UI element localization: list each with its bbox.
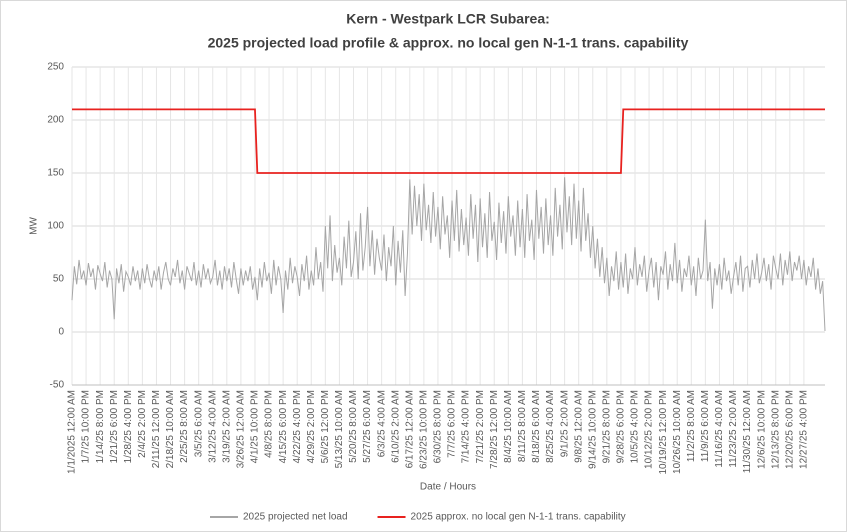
x-tick-label: 12/27/25 4:00 PM	[799, 390, 810, 469]
x-tick-label: 12/6/25 10:00 PM	[756, 390, 767, 469]
x-tick-label: 12/13/25 8:00 PM	[770, 390, 781, 469]
x-tick-label: 11/16/25 4:00 AM	[714, 390, 725, 468]
x-tick-label: 8/11/25 8:00 AM	[517, 390, 528, 462]
y-tick-label: 100	[47, 221, 64, 232]
y-tick-label: 250	[47, 62, 64, 73]
x-tick-label: 10/12/25 2:00 PM	[644, 390, 655, 469]
x-tick-label: 11/30/25 12:00 AM	[742, 390, 753, 473]
x-tick-label: 3/5/25 6:00 AM	[193, 390, 204, 457]
x-tick-label: 5/6/25 12:00 PM	[320, 390, 331, 463]
x-tick-label: 6/10/25 2:00 AM	[390, 390, 401, 463]
x-tick-label: 6/30/25 8:00 PM	[433, 390, 444, 463]
x-tick-label: 1/21/25 6:00 PM	[109, 390, 120, 463]
x-tick-label: 8/25/25 4:00 AM	[545, 390, 556, 463]
x-axis-label: Date / Hours	[420, 482, 476, 493]
x-tick-label: 7/14/25 4:00 PM	[461, 390, 472, 463]
x-tick-label: 4/22/25 4:00 PM	[292, 390, 303, 463]
y-tick-label: -50	[50, 380, 65, 391]
chart-title: 2025 projected load profile & approx. no…	[208, 35, 689, 51]
x-tick-label: 11/23/25 2:00 AM	[728, 390, 739, 468]
series-line	[71, 177, 826, 331]
x-tick-label: 1/28/25 4:00 PM	[123, 390, 134, 463]
x-tick-label: 4/8/25 8:00 PM	[264, 390, 275, 458]
x-tick-label: 12/20/25 6:00 PM	[784, 390, 795, 469]
x-tick-label: 5/27/25 6:00 AM	[362, 390, 373, 463]
y-tick-label: 150	[47, 168, 64, 179]
x-tick-label: 3/26/25 12:00 AM	[236, 390, 247, 468]
x-tick-label: 3/19/25 2:00 AM	[221, 390, 232, 463]
x-tick-label: 1/7/25 10:00 PM	[81, 390, 92, 463]
series-line	[72, 108, 825, 174]
y-tick-label: 200	[47, 115, 64, 126]
y-tick-label: 0	[58, 327, 64, 338]
x-tick-label: 7/21/25 2:00 PM	[475, 390, 486, 463]
x-tick-label: 2/25/25 8:00 AM	[179, 390, 190, 463]
x-tick-label: 6/23/25 10:00 PM	[419, 390, 430, 469]
x-tick-label: 3/12/25 4:00 AM	[207, 390, 218, 463]
x-tick-label: 1/1/2025 12:00 AM	[67, 390, 78, 474]
x-tick-label: 7/28/25 12:00 PM	[489, 390, 500, 469]
legend-label: 2025 projected net load	[243, 512, 348, 523]
x-tick-label: 5/20/25 8:00 AM	[348, 390, 359, 463]
x-tick-label: 10/5/25 4:00 PM	[630, 390, 641, 463]
x-tick-label: 2/11/25 12:00 PM	[151, 390, 162, 468]
x-tick-label: 4/1/25 10:00 PM	[250, 390, 261, 463]
x-tick-label: 4/29/25 2:00 PM	[306, 390, 317, 463]
x-tick-label: 2/18/25 10:00 AM	[165, 390, 176, 468]
x-tick-label: 2/4/25 2:00 PM	[137, 390, 148, 458]
chart-title: Kern - Westpark LCR Subarea:	[346, 11, 550, 27]
x-tick-label: 9/14/25 10:00 PM	[587, 390, 598, 469]
x-tick-label: 4/15/25 6:00 PM	[278, 390, 289, 463]
x-tick-label: 10/26/25 10:00 AM	[672, 390, 683, 474]
x-tick-label: 1/14/25 8:00 PM	[95, 390, 106, 463]
x-tick-label: 9/28/25 6:00 PM	[616, 390, 627, 463]
x-tick-label: 11/2/25 8:00 AM	[686, 390, 697, 462]
x-tick-label: 9/8/25 12:00 AM	[573, 390, 584, 463]
legend-label: 2025 approx. no local gen N-1-1 trans. c…	[411, 512, 626, 523]
x-tick-label: 11/9/25 6:00 AM	[700, 390, 711, 462]
x-tick-label: 7/7/25 6:00 PM	[447, 390, 458, 458]
x-tick-label: 9/21/25 8:00 PM	[601, 390, 612, 463]
x-tick-label: 5/13/25 10:00 AM	[334, 390, 345, 468]
x-tick-label: 9/1/25 2:00 AM	[559, 390, 570, 457]
x-tick-label: 6/17/25 12:00 AM	[404, 390, 415, 468]
x-tick-label: 8/4/25 10:00 AM	[503, 390, 514, 463]
y-tick-label: 50	[53, 274, 65, 285]
y-axis-label: MW	[29, 217, 40, 235]
x-tick-label: 8/18/25 6:00 AM	[531, 390, 542, 463]
x-tick-label: 10/19/25 12:00 PM	[658, 390, 669, 475]
x-tick-label: 6/3/25 4:00 AM	[376, 390, 387, 457]
